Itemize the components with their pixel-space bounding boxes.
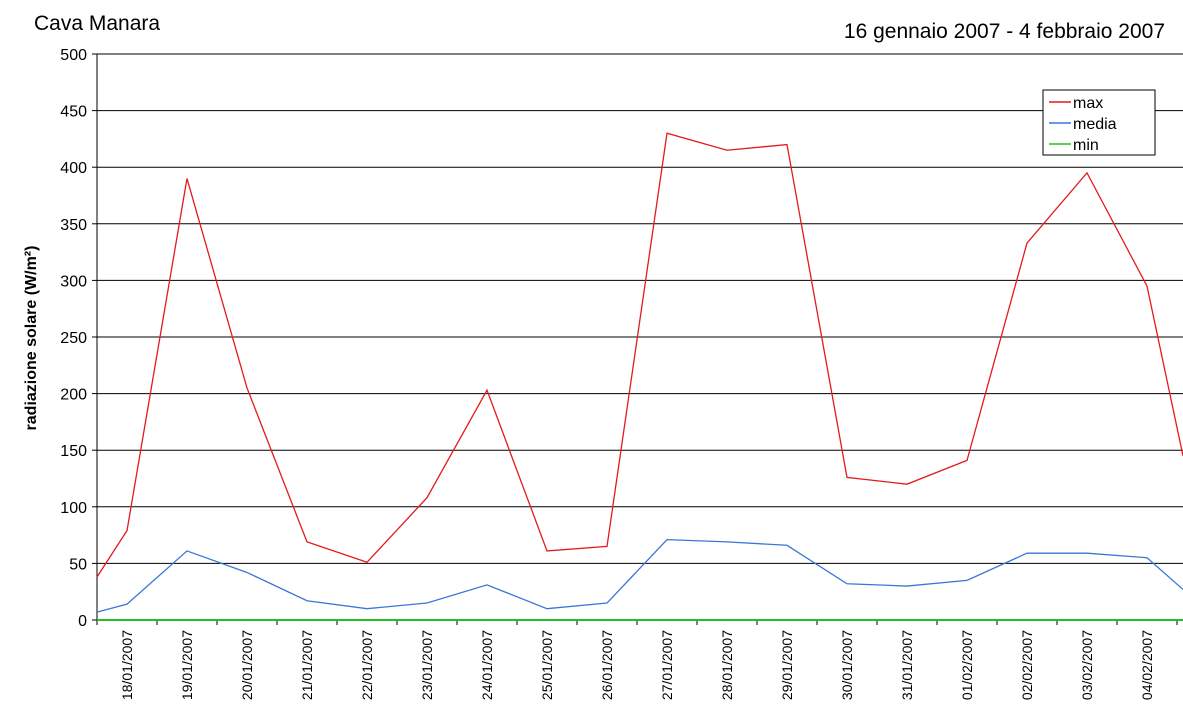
x-tick-label: 02/02/2007 (1019, 630, 1035, 700)
x-tick-label: 29/01/2007 (779, 630, 795, 700)
y-tick-label: 150 (60, 443, 87, 460)
x-tick-label: 24/01/2007 (479, 630, 495, 700)
legend-label: min (1073, 137, 1099, 154)
x-tick-label: 04/02/2007 (1139, 630, 1155, 700)
x-tick-label: 27/01/2007 (659, 630, 675, 700)
x-tick-label: 01/02/2007 (959, 630, 975, 700)
chart-title: Cava Manara (34, 12, 160, 35)
series-line (96, 538, 1183, 613)
legend-label: media (1073, 116, 1117, 133)
x-tick-label: 22/01/2007 (359, 630, 375, 700)
x-tick-label: 21/01/2007 (299, 630, 315, 700)
y-axis-label: radiazione solare (W/m²) (23, 246, 40, 431)
chart-subtitle: 16 gennaio 2007 - 4 febbraio 2007 (844, 20, 1165, 43)
y-tick-label: 300 (60, 273, 87, 290)
y-tick-label: 350 (60, 217, 87, 234)
series-line (96, 132, 1183, 578)
y-tick-label: 200 (60, 387, 87, 404)
y-tick-label: 500 (60, 47, 87, 64)
x-tick-label: 26/01/2007 (599, 630, 615, 700)
y-tick-label: 250 (60, 330, 87, 347)
x-tick-label: 31/01/2007 (899, 630, 915, 700)
legend-label: max (1073, 95, 1103, 112)
x-tick-label: 19/01/2007 (179, 630, 195, 700)
y-tick-label: 450 (60, 104, 87, 121)
x-tick-label: 20/01/2007 (239, 630, 255, 700)
x-tick-label: 18/01/2007 (119, 630, 135, 700)
x-tick-label: 25/01/2007 (539, 630, 555, 700)
y-tick-label: 50 (69, 556, 87, 573)
x-tick-label: 03/02/2007 (1079, 630, 1095, 700)
x-tick-label: 28/01/2007 (719, 630, 735, 700)
y-tick-label: 400 (60, 160, 87, 177)
x-tick-label: 30/01/2007 (839, 630, 855, 700)
y-tick-label: 100 (60, 500, 87, 517)
x-tick-label: 23/01/2007 (419, 630, 435, 700)
y-tick-label: 0 (78, 613, 87, 630)
